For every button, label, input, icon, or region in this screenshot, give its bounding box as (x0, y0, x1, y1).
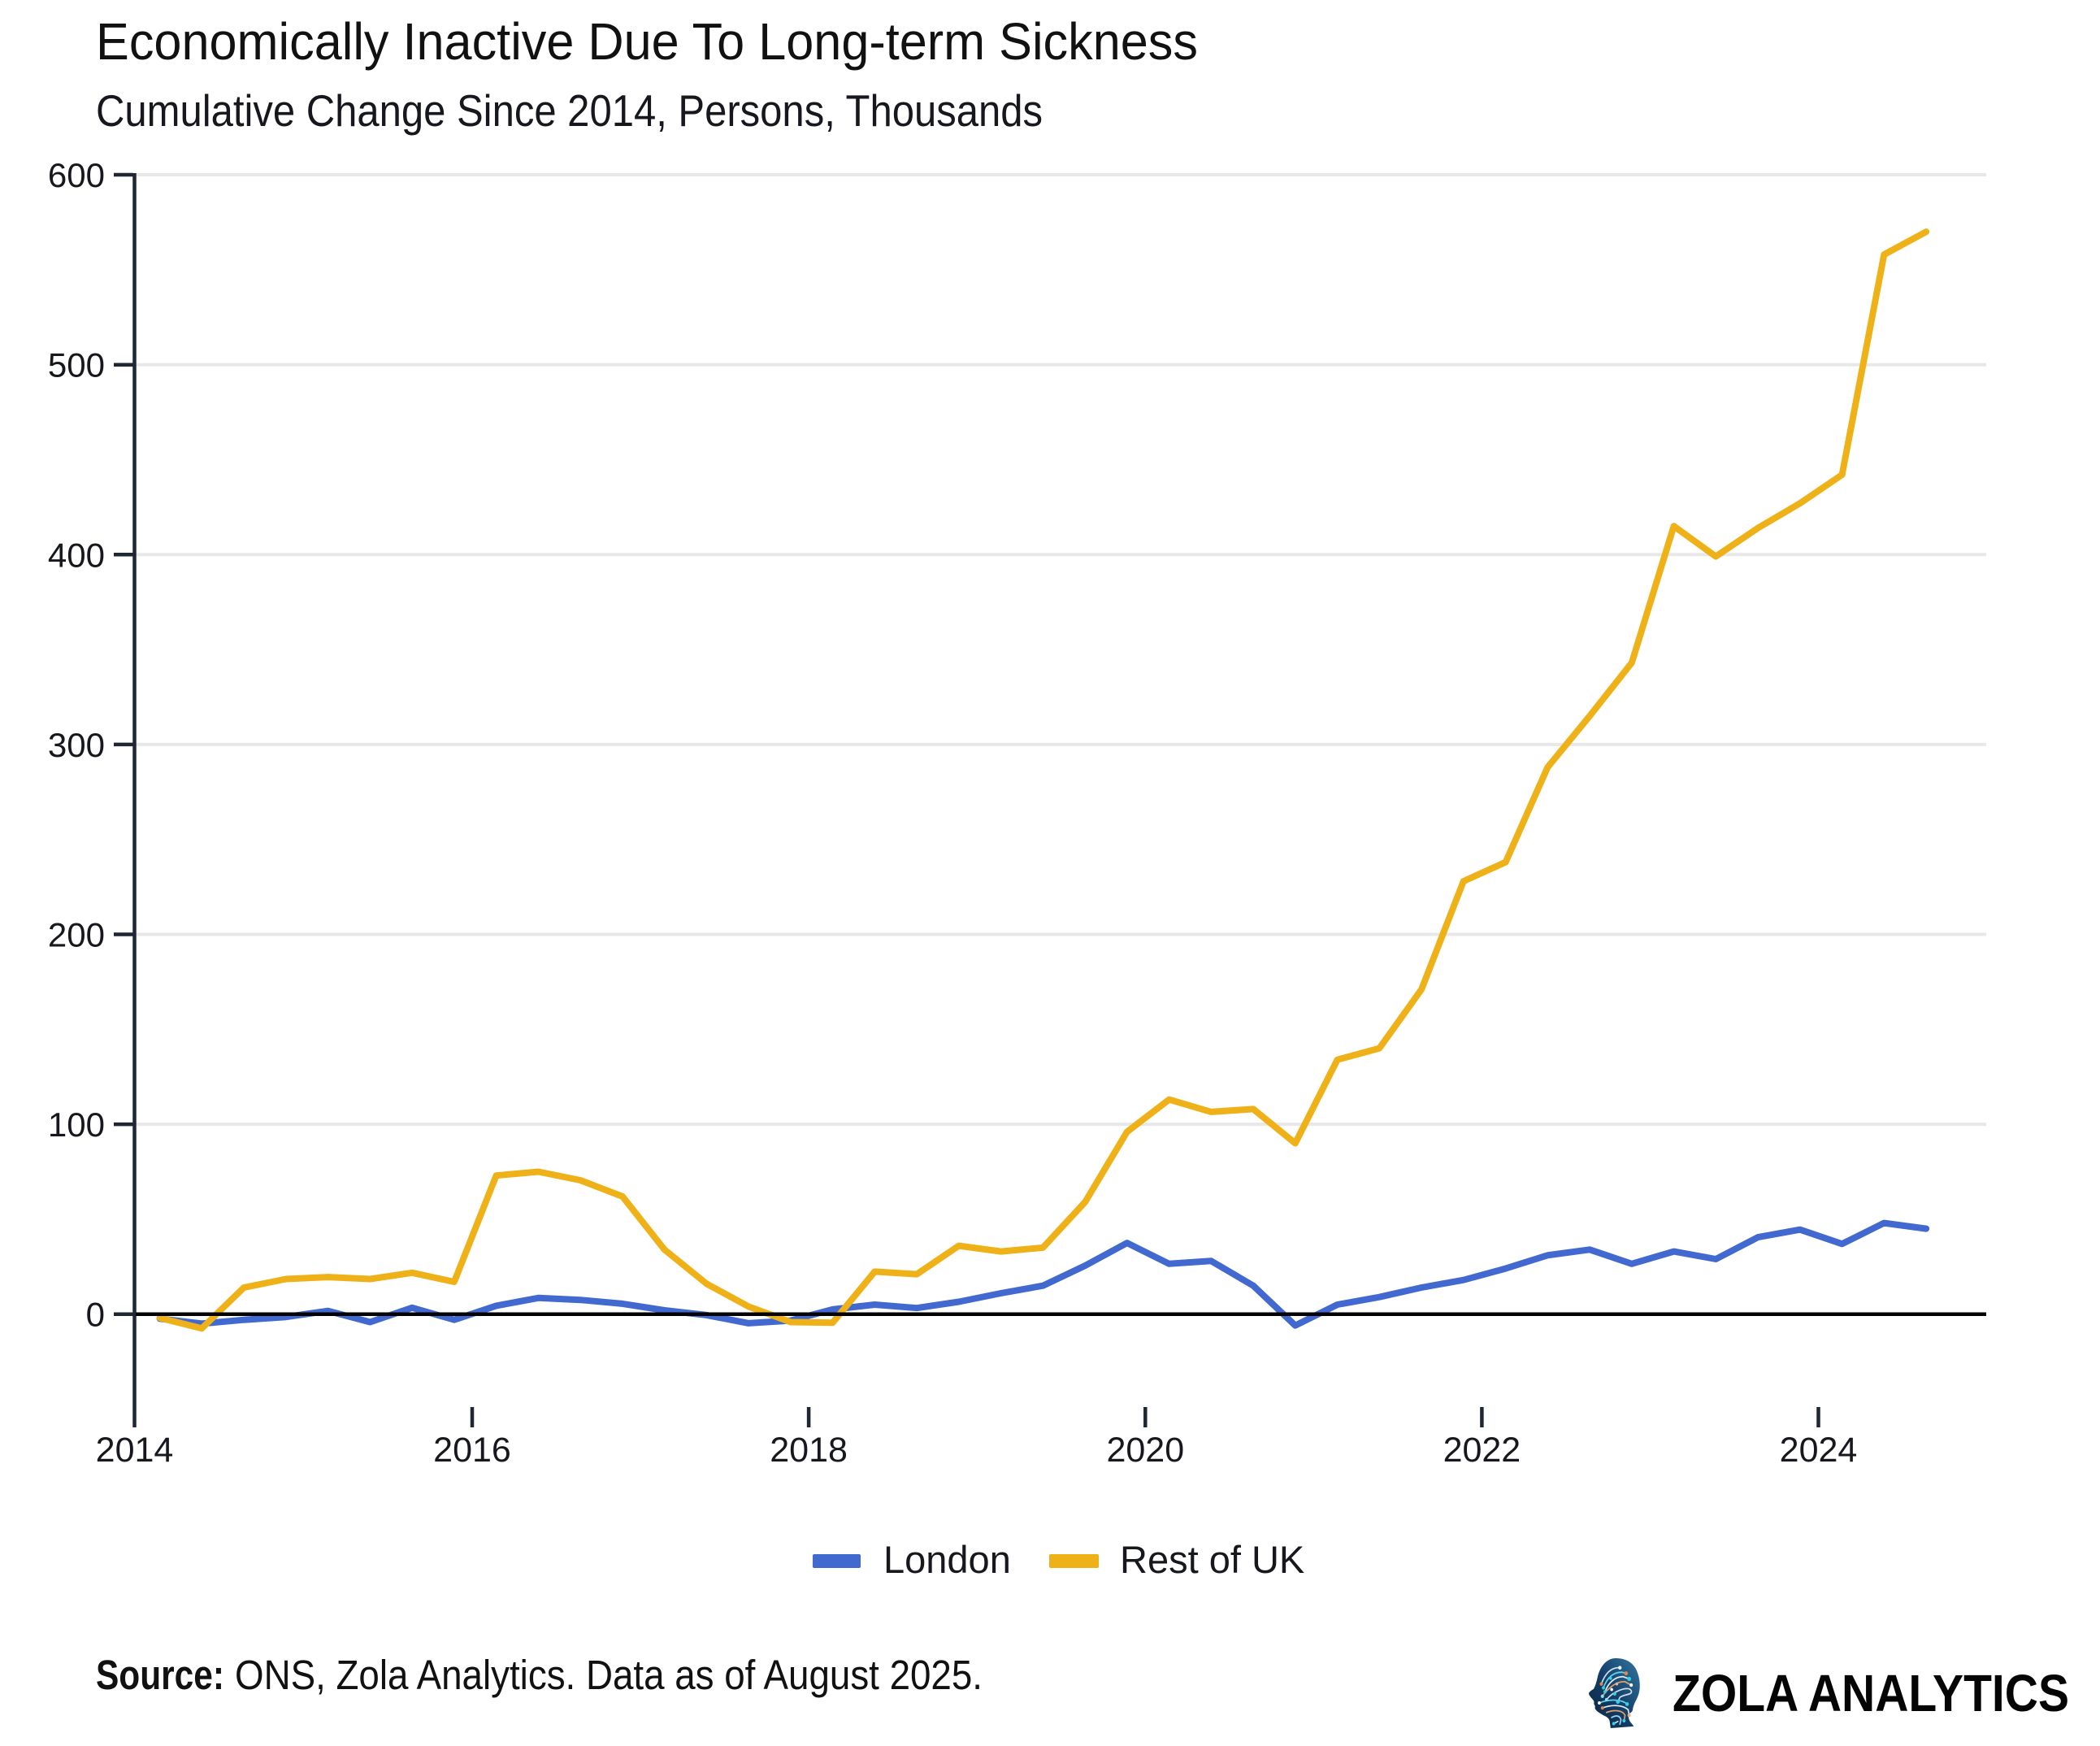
svg-text:500: 500 (48, 346, 105, 384)
svg-text:London: London (883, 1538, 1011, 1581)
svg-text:400: 400 (48, 536, 105, 574)
svg-text:300: 300 (48, 726, 105, 764)
svg-text:2024: 2024 (1780, 1431, 1858, 1470)
svg-text:2014: 2014 (96, 1431, 174, 1470)
svg-text:0: 0 (86, 1296, 105, 1334)
svg-text:2022: 2022 (1443, 1431, 1521, 1470)
svg-text:200: 200 (48, 916, 105, 954)
svg-text:600: 600 (48, 156, 105, 194)
svg-text:2020: 2020 (1106, 1431, 1184, 1470)
svg-text:Source:: Source: (96, 1652, 224, 1698)
svg-text:ONS, Zola Analytics. Data as o: ONS, Zola Analytics. Data as of August 2… (235, 1652, 983, 1698)
svg-text:2016: 2016 (433, 1431, 511, 1470)
svg-text:Economically Inactive Due To L: Economically Inactive Due To Long-term S… (96, 12, 1198, 71)
svg-text:ZOLA ANALYTICS: ZOLA ANALYTICS (1673, 1664, 2069, 1722)
svg-text:2018: 2018 (770, 1431, 848, 1470)
svg-text:Rest of UK: Rest of UK (1120, 1538, 1304, 1581)
svg-text:100: 100 (48, 1105, 105, 1144)
svg-text:Cumulative Change Since 2014,: Cumulative Change Since 2014, Persons, T… (96, 85, 1043, 136)
